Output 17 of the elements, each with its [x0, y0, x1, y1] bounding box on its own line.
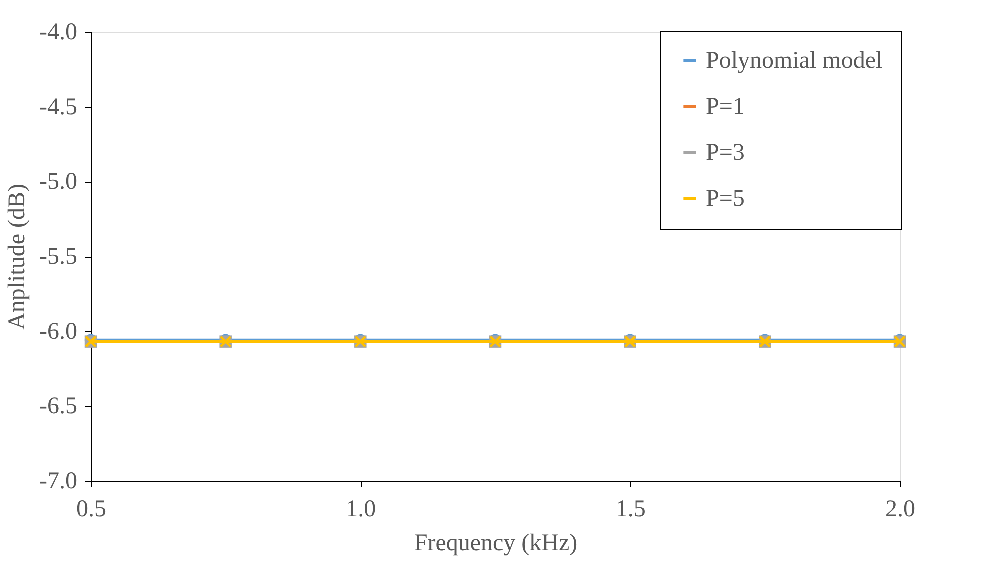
y-tick-label: -5.5	[40, 244, 78, 270]
y-tick-label: -5.0	[40, 169, 78, 196]
legend-label: P=5	[706, 186, 745, 212]
legend-label: P=1	[706, 94, 745, 120]
y-tick-label: -6.0	[40, 318, 78, 345]
x-axis-title: Frequency (kHz)	[414, 530, 578, 556]
y-tick-label: -7.0	[40, 468, 78, 494]
y-axis-title: Anplitude (dB)	[4, 184, 31, 330]
y-tick-label: -4.0	[40, 20, 78, 46]
x-tick-label: 1.0	[346, 496, 376, 522]
y-tick-label: -4.5	[40, 94, 78, 120]
legend-label: P=3	[706, 140, 745, 166]
legend-label: Polynomial model	[706, 48, 883, 74]
x-tick-label: 2.0	[886, 496, 916, 522]
y-tick-label: -6.5	[40, 394, 78, 420]
x-tick-label: 0.5	[76, 496, 106, 522]
x-tick-label: 1.5	[616, 496, 646, 522]
